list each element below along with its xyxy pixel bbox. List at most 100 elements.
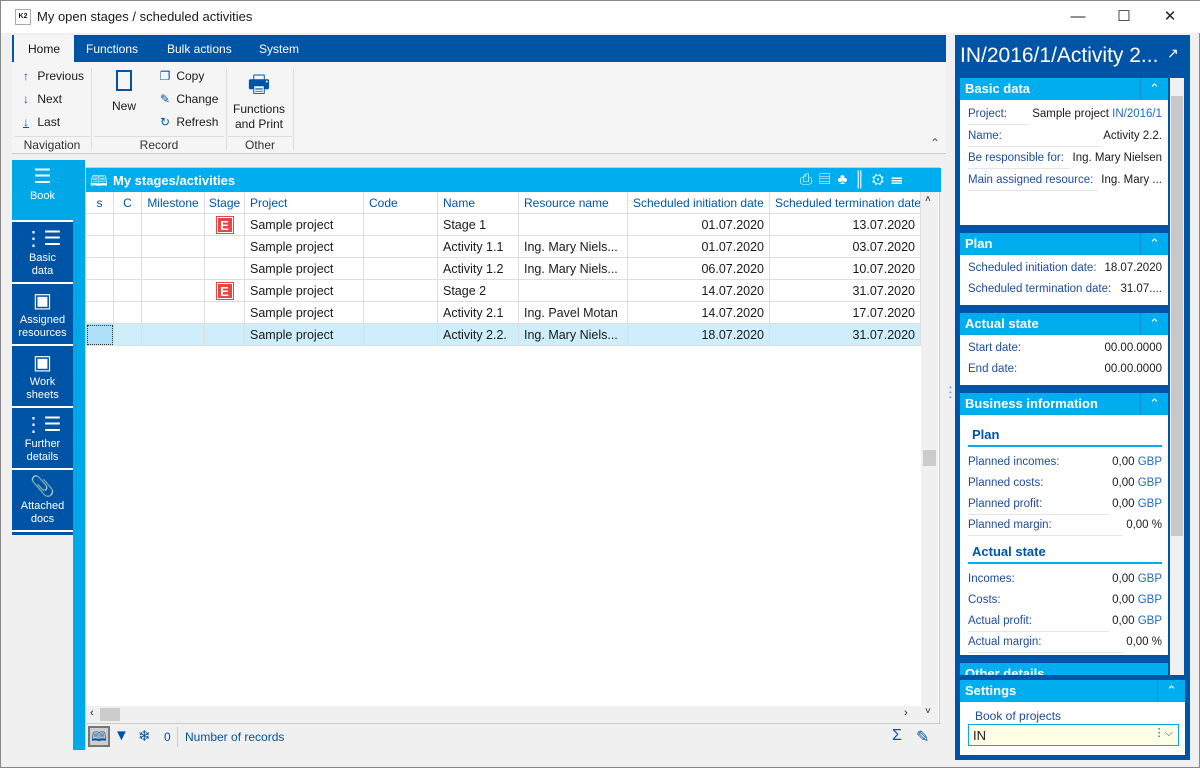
filter-icon[interactable]: ▼ xyxy=(114,727,129,744)
grid-title: My stages/activities xyxy=(113,173,236,188)
nav-item-assigned-resources[interactable]: ▣ Assigned resources xyxy=(12,284,73,346)
nav-item-further-details[interactable]: ⋮☰ Further details xyxy=(12,408,73,470)
new-button[interactable]: New xyxy=(106,70,142,113)
table-cell: Sample project xyxy=(245,236,364,258)
scroll-thumb-h[interactable] xyxy=(100,708,120,721)
tab-system[interactable]: System xyxy=(259,42,300,56)
project-code-link[interactable]: IN/2016/1 xyxy=(1112,108,1162,120)
open-external-icon[interactable]: ↗ xyxy=(1167,45,1179,61)
table-cell: Ing. Mary Niels... xyxy=(519,324,628,346)
settings-icon[interactable]: ⚙ xyxy=(871,171,892,188)
chevron-up-icon[interactable]: ⌃ xyxy=(1140,233,1168,255)
business-info-section: Plan Planned incomes: 0,00 GBP Planned cos… xyxy=(960,415,1168,655)
print-icon[interactable]: ⎙ xyxy=(800,171,820,188)
book-view-icon[interactable]: 🕮 xyxy=(88,726,110,747)
chart-icon[interactable]: ▤ xyxy=(819,171,838,188)
currency: GBP xyxy=(1137,498,1162,510)
scroll-down-icon[interactable]: ˅ xyxy=(925,706,931,717)
close-button[interactable]: ✕ xyxy=(1163,8,1177,25)
column-header[interactable]: Stage xyxy=(205,192,245,214)
scroll-up-icon[interactable]: ˄ xyxy=(925,194,931,205)
business-label: Planned profit: xyxy=(968,498,1043,510)
functions-print-button[interactable]: 🖶 Functions and Print xyxy=(230,72,288,132)
plan-header[interactable]: Plan ⌃ xyxy=(960,233,1168,255)
table-cell xyxy=(364,214,438,236)
table-cell: 10.07.2020 xyxy=(770,258,921,280)
table-cell: 06.07.2020 xyxy=(628,258,770,280)
table-cell: Ing. Mary Niels... xyxy=(519,258,628,280)
scroll-thumb[interactable] xyxy=(923,450,936,466)
column-header[interactable]: s xyxy=(86,192,114,214)
nav-label: Book xyxy=(29,190,56,202)
edit-icon[interactable]: ✎ xyxy=(916,729,930,746)
collapse-ribbon-icon[interactable]: ⌃ xyxy=(930,136,941,150)
menu-icon[interactable]: ☰ xyxy=(891,171,910,188)
stage-badge-icon: E xyxy=(215,282,234,300)
table-cell: 18.07.2020 xyxy=(628,324,770,346)
dropdown-icon[interactable]: ⋮⌵ xyxy=(1153,727,1173,739)
margin-value: 0,00 % xyxy=(1123,515,1162,536)
column-header[interactable]: Name xyxy=(438,192,519,214)
column-header[interactable]: Scheduled initiation date xyxy=(628,192,770,214)
nav-item-basic-data[interactable]: ⋮☰ Basic data xyxy=(12,222,73,284)
columns-icon[interactable]: ║ xyxy=(854,171,872,188)
table-cell xyxy=(86,302,114,324)
splitter-handle[interactable]: • • • xyxy=(949,383,952,402)
chevron-up-icon[interactable]: ⌃ xyxy=(1140,313,1168,335)
book-of-projects-input[interactable]: IN ⋮⌵ xyxy=(968,724,1179,746)
vertical-scrollbar[interactable]: ˄ ˅ xyxy=(921,192,938,723)
last-button[interactable]: ↓ Last xyxy=(18,115,60,129)
panel-scrollbar[interactable] xyxy=(1170,78,1184,675)
scroll-right-icon[interactable]: › xyxy=(904,707,908,719)
minimize-button[interactable]: — xyxy=(1070,8,1086,25)
detail-panel: IN/2016/1/Activity 2... ↗ Basic data ⌃ Pr… xyxy=(955,35,1190,760)
basic-data-header[interactable]: Basic data ⌃ xyxy=(960,78,1168,100)
term-date-value: 31.07.... xyxy=(1117,279,1162,300)
hierarchy-icon[interactable]: ♣ xyxy=(837,171,855,188)
next-button[interactable]: ↓ Next xyxy=(18,92,62,106)
change-label: Change xyxy=(176,92,219,106)
divider xyxy=(293,68,294,150)
amount-value: 0,00 xyxy=(1112,498,1135,510)
nav-item-book[interactable]: ☰ Book xyxy=(12,160,73,222)
table-cell xyxy=(142,324,205,346)
column-header[interactable]: Scheduled termination date xyxy=(770,192,921,214)
copy-icon: ❐ xyxy=(159,69,171,83)
tab-home[interactable]: Home xyxy=(14,35,75,62)
business-info-header[interactable]: Business information ⌃ xyxy=(960,393,1168,415)
chevron-up-icon[interactable]: ⌃ xyxy=(1140,393,1168,415)
scroll-thumb[interactable] xyxy=(1171,96,1183,536)
tab-bulk-actions[interactable]: Bulk actions xyxy=(167,42,232,56)
work-sheets-icon: ▣ xyxy=(33,352,52,374)
amount-value: 0,00 xyxy=(1112,456,1135,468)
horizontal-scrollbar[interactable]: ‹ › xyxy=(86,706,921,723)
refresh-button[interactable]: ↻ Refresh xyxy=(157,115,218,129)
business-row: Planned profit: 0,00 GBP xyxy=(968,494,1162,515)
column-header[interactable]: Project xyxy=(245,192,364,214)
currency: GBP xyxy=(1137,615,1162,627)
column-header[interactable]: Code xyxy=(364,192,438,214)
table-cell: 17.07.2020 xyxy=(770,302,921,324)
chevron-up-icon[interactable]: ⌃ xyxy=(1157,680,1185,702)
snowflake-icon[interactable]: ❄ xyxy=(138,728,151,745)
maximize-button[interactable]: ☐ xyxy=(1117,8,1131,25)
copy-button[interactable]: ❐ Copy xyxy=(157,69,205,83)
change-button[interactable]: ✎ Change xyxy=(157,92,218,106)
sum-icon[interactable]: Σ xyxy=(892,727,902,744)
tab-functions[interactable]: Functions xyxy=(86,42,139,56)
init-date-value: 18.07.2020 xyxy=(1101,258,1162,279)
business-row: Incomes: 0,00 GBP xyxy=(968,569,1162,590)
table-cell xyxy=(86,258,114,280)
chevron-up-icon[interactable]: ⌃ xyxy=(1140,78,1168,100)
previous-button[interactable]: ↑ Previous xyxy=(18,69,84,83)
column-header[interactable]: Resource name xyxy=(519,192,628,214)
business-label: Actual profit: xyxy=(968,615,1032,627)
column-header[interactable]: Milestone xyxy=(142,192,205,214)
other-details-header[interactable]: Other details xyxy=(960,663,1168,675)
settings-header[interactable]: Settings ⌃ xyxy=(960,680,1185,702)
scroll-left-icon[interactable]: ‹ xyxy=(90,707,94,719)
nav-item-attached-docs[interactable]: 📎 Attached docs xyxy=(12,470,73,532)
column-header[interactable]: C xyxy=(114,192,142,214)
actual-state-header[interactable]: Actual state ⌃ xyxy=(960,313,1168,335)
nav-item-work-sheets[interactable]: ▣ Work sheets xyxy=(12,346,73,408)
